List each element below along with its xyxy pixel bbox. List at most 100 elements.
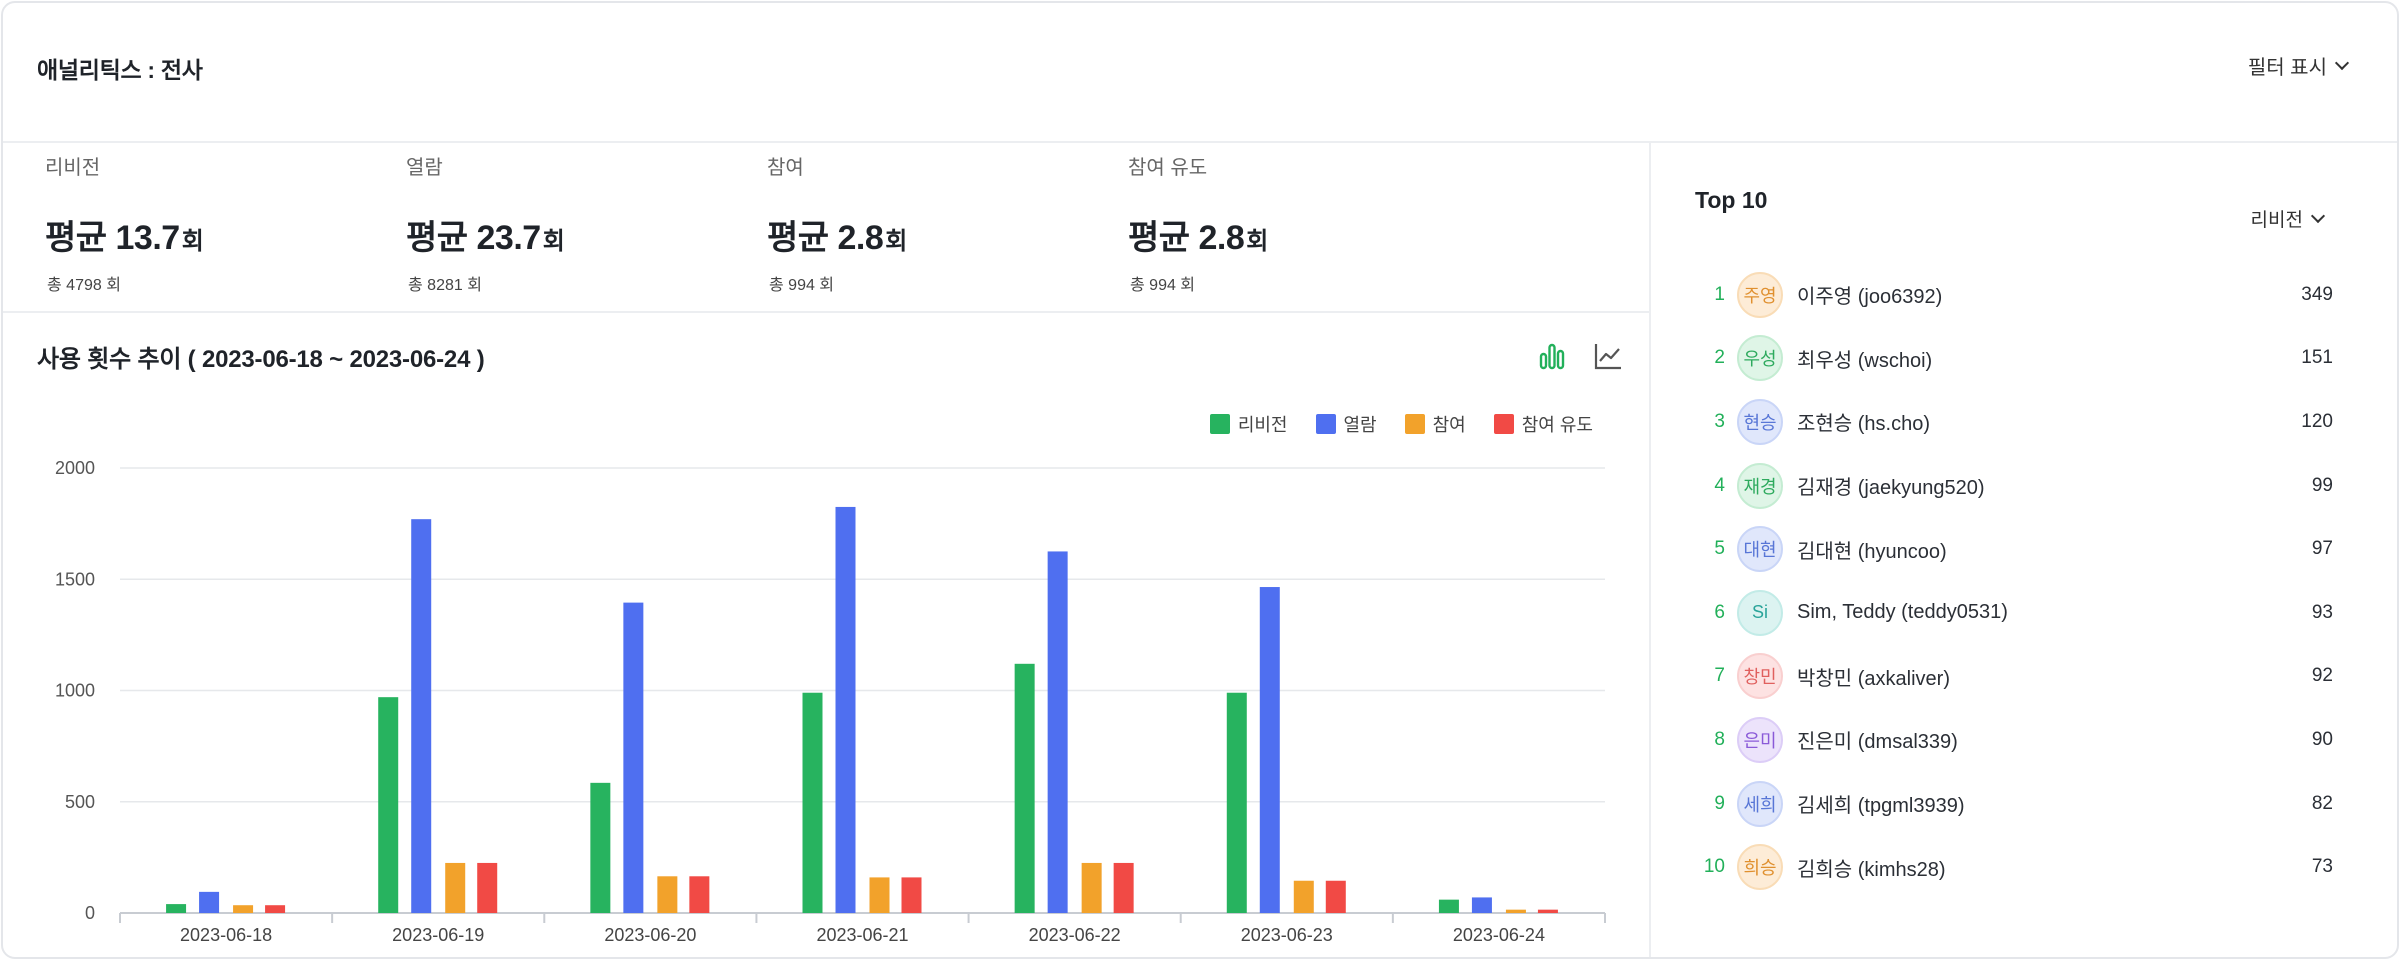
bar[interactable] xyxy=(233,905,254,913)
y-tick-label: 1000 xyxy=(55,681,95,701)
legend-item-participation[interactable]: 참여 xyxy=(1404,411,1466,437)
x-tick-label: 2023-06-24 xyxy=(1453,925,1545,945)
rank-count: 120 xyxy=(2301,410,2333,432)
bar[interactable] xyxy=(901,877,922,913)
bar[interactable] xyxy=(590,782,611,913)
rank-user-name: 박창민 (axkaliver) xyxy=(1797,667,1950,690)
bar[interactable] xyxy=(1259,587,1280,913)
stat-avg-value: 13.7 xyxy=(115,219,181,257)
bar[interactable] xyxy=(1081,862,1102,913)
bar[interactable] xyxy=(623,602,644,913)
rank-row[interactable]: 2 우성 최우성 (wschoi) 151 xyxy=(1695,327,2335,391)
bar[interactable] xyxy=(1113,862,1134,913)
bar[interactable] xyxy=(1505,909,1526,913)
top10-sort-label: 리비전 xyxy=(2250,210,2303,231)
chevron-down-icon xyxy=(2334,55,2350,71)
rank-number: 6 xyxy=(1714,601,1725,623)
legend-swatch xyxy=(1315,414,1336,434)
legend-item-induced-participation[interactable]: 참여 유도 xyxy=(1493,411,1593,437)
legend-item-view[interactable]: 열람 xyxy=(1315,411,1377,437)
rank-number: 1 xyxy=(1714,283,1725,305)
bar[interactable] xyxy=(1325,880,1346,913)
x-tick-label: 2023-06-22 xyxy=(1029,925,1121,945)
stat-avg-prefix: 평균 xyxy=(406,219,468,257)
rank-row[interactable]: 10 희승 김희승 (kimhs28) 73 xyxy=(1695,835,2335,899)
bar[interactable] xyxy=(199,891,220,913)
stat-avg-prefix: 평균 xyxy=(45,219,107,257)
y-tick-label: 2000 xyxy=(55,458,95,478)
avatar: 우성 xyxy=(1737,335,1783,382)
rank-row[interactable]: 9 세희 김세희 (tpgml3939) 82 xyxy=(1695,772,2335,836)
rank-number: 8 xyxy=(1714,728,1725,750)
x-tick-label: 2023-06-21 xyxy=(816,925,908,945)
bar[interactable] xyxy=(835,506,856,913)
rank-number: 7 xyxy=(1714,665,1725,687)
rank-row[interactable]: 3 현승 조현승 (hs.cho) 120 xyxy=(1695,390,2335,454)
stat-view: 열람 평균 23.7회 총 8281 회 xyxy=(398,151,738,295)
rank-user-name: 김희승 (kimhs28) xyxy=(1797,858,1946,881)
stat-avg-value: 23.7 xyxy=(476,219,542,257)
bar[interactable] xyxy=(166,904,187,913)
stat-average: 평균 23.7회 xyxy=(398,210,738,259)
rank-count: 97 xyxy=(2311,538,2333,560)
x-tick-label: 2023-06-19 xyxy=(392,925,484,945)
legend-label: 리비전 xyxy=(1237,415,1288,435)
rank-number: 10 xyxy=(1703,856,1725,878)
rank-row[interactable]: 1 주영 이주영 (joo6392) 349 xyxy=(1695,263,2335,327)
legend-item-revision[interactable]: 리비전 xyxy=(1209,411,1288,437)
rank-count: 82 xyxy=(2311,792,2333,814)
bar[interactable] xyxy=(1293,880,1314,913)
stat-avg-unit: 회 xyxy=(1246,228,1268,255)
rank-row[interactable]: 4 재경 김재경 (jaekyung520) 99 xyxy=(1695,454,2335,518)
line-chart-toggle-button[interactable] xyxy=(1591,339,1625,373)
y-tick-label: 0 xyxy=(85,903,95,923)
rank-number: 9 xyxy=(1714,792,1725,814)
rank-user-name: 조현승 (hs.cho) xyxy=(1797,413,1931,436)
y-tick-label: 500 xyxy=(65,792,95,812)
bar[interactable] xyxy=(1226,692,1247,913)
top10-sort-dropdown[interactable]: 리비전 xyxy=(2250,205,2326,232)
bar[interactable] xyxy=(1471,897,1492,913)
bar-chart-toggle-button[interactable] xyxy=(1535,339,1569,373)
rank-row[interactable]: 7 창민 박창민 (axkaliver) 92 xyxy=(1695,645,2335,709)
stat-avg-value: 2.8 xyxy=(1198,219,1245,257)
bar[interactable] xyxy=(411,519,432,913)
rank-user-name: 이주영 (joo6392) xyxy=(1797,286,1943,309)
bar[interactable] xyxy=(1537,909,1558,913)
rank-row[interactable]: 5 대현 김대현 (hyuncoo) 97 xyxy=(1695,517,2335,581)
rank-count: 92 xyxy=(2311,665,2333,687)
bar-chart-icon xyxy=(1539,343,1565,370)
rank-row[interactable]: 8 은미 진은미 (dmsal339) 90 xyxy=(1695,708,2335,772)
avatar: 세희 xyxy=(1737,780,1783,827)
top10-title: Top 10 xyxy=(1695,187,1768,213)
stat-avg-unit: 회 xyxy=(885,228,907,255)
bar[interactable] xyxy=(689,876,710,913)
x-tick-label: 2023-06-18 xyxy=(180,925,272,945)
stat-total: 총 994 회 xyxy=(1130,277,1196,294)
bar[interactable] xyxy=(657,876,678,913)
bar[interactable] xyxy=(445,862,466,913)
rank-count: 73 xyxy=(2311,856,2333,878)
filter-toggle-button[interactable]: 필터 표시 xyxy=(2248,51,2350,80)
bar[interactable] xyxy=(802,692,823,913)
bar[interactable] xyxy=(265,905,286,913)
rank-row[interactable]: 6 Si Sim, Teddy (teddy0531) 93 xyxy=(1695,581,2335,645)
bar[interactable] xyxy=(869,877,890,913)
rank-number: 5 xyxy=(1714,538,1725,560)
stat-label: 참여 유도 xyxy=(1128,157,1208,179)
stat-revision: 리비전 평균 13.7회 총 4798 회 xyxy=(37,151,377,295)
bar[interactable] xyxy=(1014,663,1035,913)
avatar: 창민 xyxy=(1737,653,1783,700)
stat-participation: 참여 평균 2.8회 총 994 회 xyxy=(759,151,1099,295)
line-chart-icon xyxy=(1594,344,1621,370)
chart-title: 사용 횟수 추이 ( 2023-06-18 ~ 2023-06-24 ) xyxy=(37,346,485,373)
bar[interactable] xyxy=(477,862,498,913)
bar[interactable] xyxy=(378,697,399,913)
chevron-down-icon xyxy=(2310,208,2326,224)
header: 애널리틱스 : 전사 필터 표시 xyxy=(3,3,2397,143)
bar[interactable] xyxy=(1047,551,1068,913)
stat-average: 평균 13.7회 xyxy=(37,210,377,259)
page-title: 애널리틱스 : 전사 xyxy=(37,57,203,83)
bar[interactable] xyxy=(1438,899,1459,913)
rank-count: 151 xyxy=(2301,347,2333,369)
